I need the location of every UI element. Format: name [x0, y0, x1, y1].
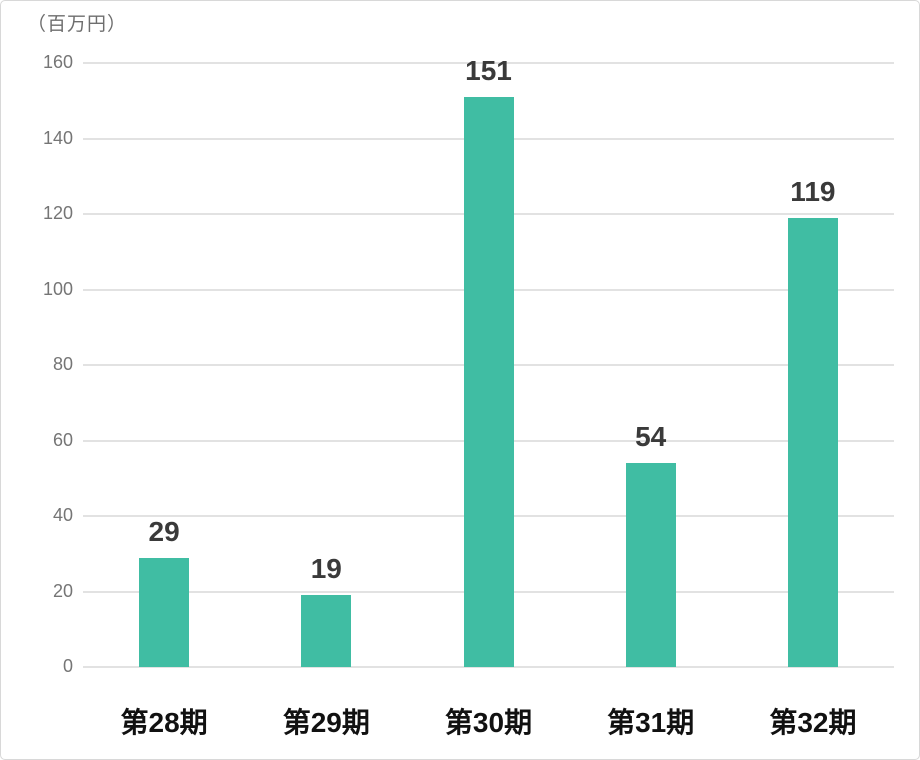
- x-axis-category-label: 第31期: [607, 707, 695, 738]
- y-axis-tick-label: 160: [42, 52, 73, 72]
- gridline: [83, 62, 894, 64]
- x-axis-category-label: 第29期: [282, 707, 370, 738]
- bar-value-label: 151: [465, 54, 512, 86]
- bar-value-label: 119: [790, 175, 836, 207]
- y-axis-tick-label: 20: [52, 580, 73, 601]
- bar: [139, 557, 190, 667]
- bar-value-label: 29: [148, 515, 180, 547]
- x-axis-category-label: 第30期: [444, 707, 533, 738]
- bar: [301, 595, 352, 667]
- y-axis-unit-label: （百万円）: [27, 14, 128, 35]
- x-axis-category-label: 第28期: [120, 707, 208, 738]
- y-axis-tick-label: 40: [52, 505, 73, 525]
- bar: [787, 217, 838, 667]
- y-axis-tick-label: 60: [52, 429, 73, 450]
- bar: [625, 463, 676, 667]
- y-axis-tick-label: 100: [42, 278, 73, 299]
- y-axis-tick-label: 140: [42, 127, 73, 148]
- plot-area: 29 19 151 54 119: [83, 55, 894, 668]
- x-axis-baseline: [83, 666, 894, 668]
- y-axis-tick-label: 120: [42, 203, 73, 223]
- bar-value-label: 19: [310, 553, 342, 585]
- y-axis-tick-label: 80: [52, 354, 73, 374]
- bar: [463, 96, 514, 667]
- y-axis-tick-label: 0: [62, 656, 73, 676]
- bar-value-label: 54: [635, 421, 667, 453]
- x-axis-category-label: 第32期: [769, 707, 857, 738]
